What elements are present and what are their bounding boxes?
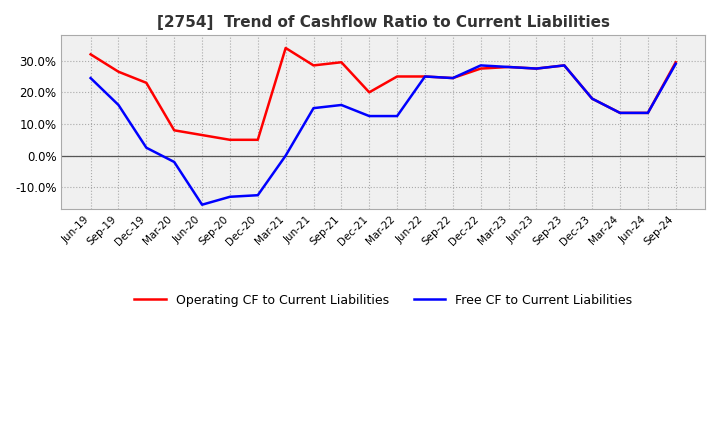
Free CF to Current Liabilities xyxy=(420,74,429,79)
Free CF to Current Liabilities xyxy=(449,75,457,81)
Free CF to Current Liabilities xyxy=(337,103,346,108)
Free CF to Current Liabilities xyxy=(644,110,652,116)
Title: [2754]  Trend of Cashflow Ratio to Current Liabilities: [2754] Trend of Cashflow Ratio to Curren… xyxy=(157,15,610,30)
Free CF to Current Liabilities xyxy=(198,202,207,207)
Free CF to Current Liabilities xyxy=(86,75,95,81)
Free CF to Current Liabilities xyxy=(504,64,513,70)
Operating CF to Current Liabilities xyxy=(114,69,123,74)
Free CF to Current Liabilities xyxy=(282,153,290,158)
Operating CF to Current Liabilities xyxy=(337,59,346,65)
Free CF to Current Liabilities xyxy=(225,194,234,199)
Free CF to Current Liabilities xyxy=(616,110,624,116)
Line: Operating CF to Current Liabilities: Operating CF to Current Liabilities xyxy=(91,48,676,140)
Operating CF to Current Liabilities xyxy=(365,90,374,95)
Operating CF to Current Liabilities xyxy=(560,63,569,68)
Operating CF to Current Liabilities xyxy=(198,132,207,138)
Legend: Operating CF to Current Liabilities, Free CF to Current Liabilities: Operating CF to Current Liabilities, Fre… xyxy=(130,289,637,312)
Operating CF to Current Liabilities xyxy=(86,51,95,57)
Free CF to Current Liabilities xyxy=(365,114,374,119)
Operating CF to Current Liabilities xyxy=(588,96,596,101)
Operating CF to Current Liabilities xyxy=(504,64,513,70)
Operating CF to Current Liabilities xyxy=(449,75,457,81)
Free CF to Current Liabilities xyxy=(532,66,541,71)
Free CF to Current Liabilities xyxy=(114,103,123,108)
Operating CF to Current Liabilities xyxy=(282,45,290,51)
Free CF to Current Liabilities xyxy=(142,145,150,150)
Operating CF to Current Liabilities xyxy=(644,110,652,116)
Free CF to Current Liabilities xyxy=(309,106,318,111)
Free CF to Current Liabilities xyxy=(393,114,402,119)
Free CF to Current Liabilities xyxy=(588,96,596,101)
Line: Free CF to Current Liabilities: Free CF to Current Liabilities xyxy=(91,64,676,205)
Operating CF to Current Liabilities xyxy=(477,66,485,71)
Operating CF to Current Liabilities xyxy=(672,59,680,65)
Operating CF to Current Liabilities xyxy=(616,110,624,116)
Operating CF to Current Liabilities xyxy=(393,74,402,79)
Operating CF to Current Liabilities xyxy=(253,137,262,143)
Operating CF to Current Liabilities xyxy=(420,74,429,79)
Free CF to Current Liabilities xyxy=(672,61,680,66)
Operating CF to Current Liabilities xyxy=(170,128,179,133)
Free CF to Current Liabilities xyxy=(560,63,569,68)
Operating CF to Current Liabilities xyxy=(532,66,541,71)
Free CF to Current Liabilities xyxy=(170,159,179,165)
Operating CF to Current Liabilities xyxy=(309,63,318,68)
Operating CF to Current Liabilities xyxy=(142,80,150,85)
Operating CF to Current Liabilities xyxy=(225,137,234,143)
Free CF to Current Liabilities xyxy=(477,63,485,68)
Free CF to Current Liabilities xyxy=(253,193,262,198)
